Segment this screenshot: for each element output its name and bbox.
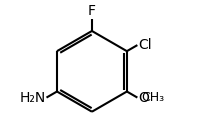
Text: F: F — [88, 4, 96, 18]
Text: CH₃: CH₃ — [141, 91, 165, 104]
Text: Cl: Cl — [138, 38, 152, 52]
Text: O: O — [138, 91, 149, 105]
Text: H₂N: H₂N — [20, 91, 46, 105]
